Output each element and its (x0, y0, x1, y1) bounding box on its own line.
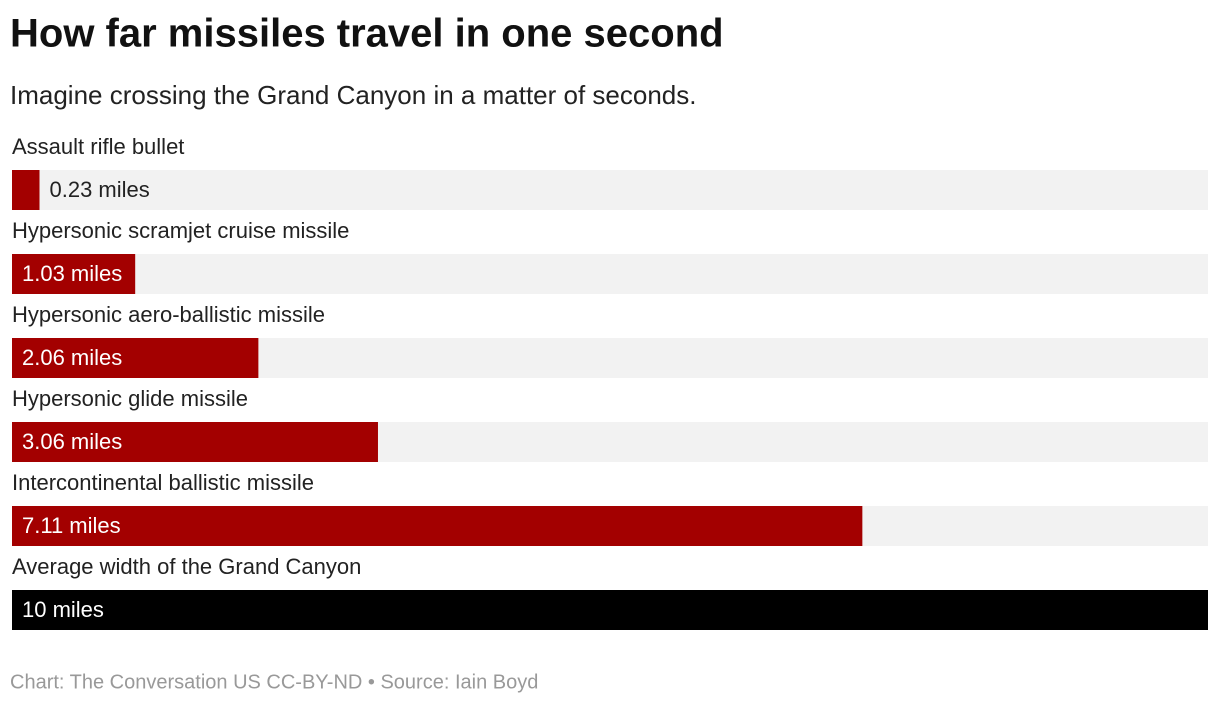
source-note: Chart: The Conversation US CC-BY-ND • So… (10, 671, 538, 693)
bar-track (12, 170, 1208, 210)
value-label: 7.11 miles (22, 513, 121, 538)
value-label: 10 miles (22, 597, 104, 622)
category-label: Hypersonic scramjet cruise missile (12, 218, 349, 243)
bar (12, 506, 863, 546)
category-label: Hypersonic aero-ballistic missile (12, 302, 325, 327)
bar (12, 422, 378, 462)
value-label: 0.23 miles (50, 177, 150, 202)
bar (12, 338, 259, 378)
value-label: 1.03 miles (22, 261, 122, 286)
bar (12, 170, 40, 210)
value-label: 2.06 miles (22, 345, 122, 370)
chart-title: How far missiles travel in one second (10, 12, 724, 56)
bar (12, 254, 136, 294)
category-label: Assault rifle bullet (12, 134, 184, 159)
bar (12, 590, 1208, 630)
category-label: Hypersonic glide missile (12, 386, 248, 411)
bar-track (12, 254, 1208, 294)
chart-subtitle: Imagine crossing the Grand Canyon in a m… (10, 80, 696, 110)
category-label: Average width of the Grand Canyon (12, 554, 361, 579)
category-label: Intercontinental ballistic missile (12, 470, 314, 495)
value-label: 3.06 miles (22, 429, 122, 454)
